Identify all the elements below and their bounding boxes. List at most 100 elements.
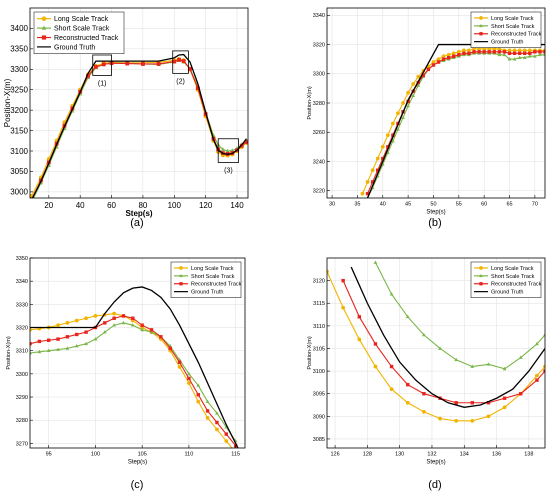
data-point [486,401,491,405]
y-tick-label: 3260 [313,130,325,136]
y-tick-label: 3320 [16,325,28,331]
data-point [535,378,539,382]
data-point [431,63,436,67]
y-tick-label: 3300 [313,72,325,78]
data-point [512,48,517,53]
data-point [486,414,491,419]
data-point [187,371,191,376]
y-tick-label: 3310 [16,349,28,355]
y-tick-label: 3100 [313,369,325,375]
legend-entry: Reconstructed Track [491,32,542,38]
series-line [350,266,545,408]
data-point [30,327,32,332]
data-point [125,61,130,66]
data-point [446,52,451,57]
data-point [177,57,181,62]
data-point [405,314,410,319]
legend-entry: Short Scale Track [491,24,535,30]
y-tick-label: 3150 [10,126,28,135]
data-point [528,51,532,56]
data-point [470,364,475,368]
data-point [457,53,461,57]
y-axis-label: Position-X(m) [307,86,313,119]
x-tick-label: 140 [230,201,244,210]
data-point [93,337,98,341]
y-tick-label: 3100 [10,147,28,156]
y-axis-label: Position-X(m) [6,336,12,369]
x-axis-label: Step(s) [426,210,445,216]
y-tick-label: 3300 [16,372,28,378]
data-point [534,373,539,378]
panel-label: (a) [130,217,143,229]
legend-marker [479,23,483,28]
data-point [411,82,416,86]
data-point [46,348,51,353]
y-tick-label: 3220 [313,189,325,195]
legend-entry: Ground Truth [54,44,95,51]
x-tick-label: 60 [481,202,487,208]
axes-frame [326,257,546,449]
legend-marker [41,16,47,22]
legend: Long Scale Track Short Scale Track Reconst… [170,261,242,298]
y-tick-label: 3115 [313,301,325,307]
data-point [543,369,545,373]
panel-label: (c) [131,479,144,491]
data-point [149,328,154,332]
y-tick-label: 3340 [16,279,28,285]
x-tick-label: 35 [354,202,360,208]
series-reconstructed-track [30,314,238,448]
data-point [131,316,135,320]
data-point [477,50,481,54]
data-point [401,101,405,105]
x-tick-label: 128 [363,452,372,458]
data-point [396,127,400,131]
data-point [215,420,219,425]
data-point [86,73,90,78]
y-tick-label: 3120 [313,279,325,285]
x-axis-label: Step(s) [128,460,147,466]
x-tick-label: 120 [199,201,213,210]
data-point [502,396,507,400]
data-point [74,318,79,323]
data-point [205,399,210,404]
y-tick-label: 3350 [16,256,28,262]
legend-entry: Long Scale Track [191,266,234,272]
data-point [538,52,542,57]
data-point [438,416,442,421]
data-point [467,51,471,56]
data-point [84,330,88,334]
y-tick-label: 3240 [313,159,325,165]
data-point [215,411,219,415]
data-point [517,48,522,53]
x-tick-label: 105 [138,452,147,458]
legend-entry: Short Scale Track [491,274,535,280]
data-point [140,327,145,332]
data-point [522,55,527,60]
data-point [461,48,466,53]
data-point [462,51,466,56]
series-short-scale-track [30,320,238,443]
data-point [502,405,507,410]
data-point [56,337,60,341]
data-point [543,50,545,54]
y-tick-label: 3270 [16,441,28,447]
data-point [112,323,117,327]
legend-entry: Long Scale Track [491,266,534,272]
data-point [168,346,172,351]
data-point [527,48,532,53]
data-point [357,315,361,319]
data-point [341,278,345,283]
y-tick-label: 3300 [10,65,28,74]
data-point [422,332,426,337]
x-tick-label: 20 [44,201,53,210]
series-line [30,286,239,448]
y-tick-label: 3110 [313,324,325,330]
x-axis-label: Step(s) [125,209,152,218]
x-tick-label: 126 [330,452,339,458]
data-point [224,439,229,443]
x-tick-label: 65 [506,202,512,208]
data-point [482,50,486,54]
data-point [93,64,98,69]
data-point [177,360,182,364]
chart-panel: (1) (2) (3) 20 40 60 80 100 120 140 3000 3050 3100 31… [3,7,249,229]
